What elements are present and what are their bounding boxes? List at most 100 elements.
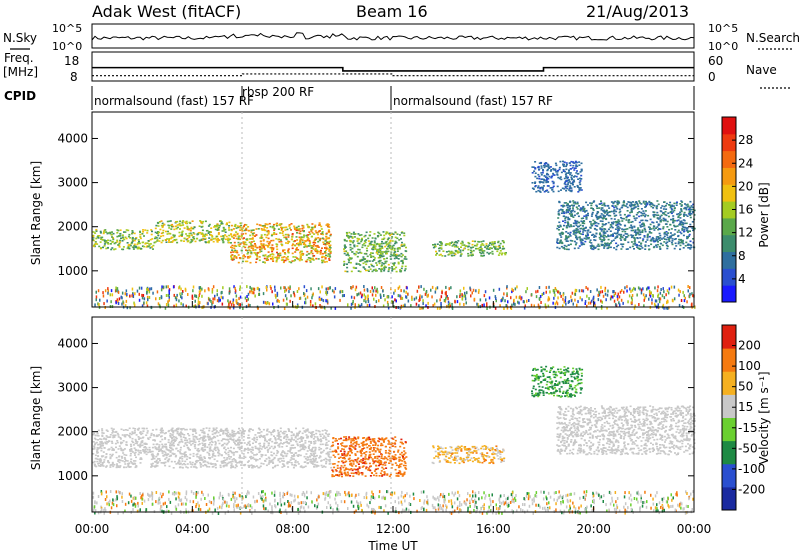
power-echo-cell [268,244,271,246]
velocity-echo-cell [231,458,234,461]
velocity-echo-cell [214,455,217,457]
power-echo-cell [275,238,278,240]
velocity-echo-cell [236,451,239,453]
velocity-echo-cell [264,437,266,439]
power-clutter-cell [366,297,369,301]
power-echo-cell [396,257,398,259]
power-echo-cell [565,240,568,242]
power-clutter-cell [418,299,420,302]
power-echo-cell [629,211,632,214]
power-clutter-cell [601,300,603,304]
power-clutter-cell [413,297,416,301]
power-echo-cell [605,243,608,245]
power-echo-cell [603,215,606,217]
power-echo-cell [623,224,626,227]
velocity-echo-cell [268,431,271,433]
power-echo-cell [291,260,294,262]
power-echo-cell [228,234,231,237]
power-clutter-cell [374,286,376,290]
power-clutter-cell [548,297,551,301]
power-echo-cell [630,208,633,211]
power-echo-cell [594,239,597,242]
power-echo-cell [641,231,644,233]
power-clutter-cell [526,299,528,303]
power-echo-cell [580,217,583,220]
power-echo-cell [171,225,173,228]
power-echo-cell [606,230,609,233]
velocity-echo-cell [286,440,288,443]
power-echo-cell [244,260,247,263]
power-echo-cell [121,234,124,236]
power-echo-cell [180,235,183,237]
power-echo-cell [263,261,266,263]
power-echo-cell [456,242,459,244]
power-echo-cell [631,226,633,228]
power-clutter-cell [589,290,592,293]
power-echo-cell [590,204,593,207]
velocity-echo-cell [111,432,114,434]
power-clutter-cell [303,285,306,289]
power-clutter-cell [526,287,528,291]
power-clutter-cell [499,304,501,308]
power-echo-cell [312,248,315,250]
power-clutter-cell [184,287,187,291]
power-echo-cell [613,218,616,220]
power-echo-cell [593,220,596,223]
power-clutter-cell [653,302,656,306]
velocity-echo-cell [217,431,220,434]
power-echo-cell [475,247,477,250]
power-echo-cell [563,224,565,227]
power-echo-cell [572,202,575,204]
power-echo-cell [591,245,594,247]
power-echo-cell [666,241,669,243]
power-clutter-cell [164,306,167,310]
power-clutter-cell [212,297,214,301]
power-echo-cell [346,270,349,273]
velocity-echo-cell [243,442,246,444]
power-echo-cell [684,245,687,247]
power-echo-cell [675,245,678,247]
power-echo-cell [240,228,243,231]
power-echo-cell [482,252,485,254]
power-echo-cell [582,231,585,233]
power-clutter-cell [646,287,648,291]
power-echo-cell [353,267,356,269]
velocity-echo-cell [94,443,96,446]
power-echo-cell [309,261,312,263]
velocity-echo-cell [289,459,292,461]
power-echo-cell [346,252,349,254]
power-clutter-cell [218,299,220,303]
power-clutter-cell [211,302,213,306]
power-echo-cell [141,233,144,235]
power-clutter-cell [600,285,602,289]
power-echo-cell [567,218,570,221]
power-echo-cell [261,247,264,249]
power-echoes [92,160,696,310]
power-echo-cell [660,214,663,217]
power-echo-cell [325,249,327,252]
power-clutter-cell [441,291,443,295]
velocity-echo-cell [215,427,218,429]
power-echo-cell [565,225,568,227]
velocity-echo-cell [133,447,136,449]
power-clutter-cell [167,293,170,297]
power-echo-cell [347,237,350,239]
power-echo-cell [679,213,682,216]
power-echo-cell [672,215,675,217]
power-echo-cell [131,238,134,241]
power-echo-cell [278,255,281,257]
power-clutter-cell [445,285,447,289]
velocity-echo-cell [320,451,322,454]
power-echo-cell [230,251,232,254]
power-clutter-cell [594,303,596,307]
velocity-echo-cell [255,465,258,467]
power-echo-cell [633,237,636,239]
freq-tick-top: 18 [64,54,79,68]
power-clutter-cell [125,299,128,303]
power-clutter-cell [440,304,442,308]
power-echo-cell [172,225,175,228]
power-clutter-cell [382,289,384,293]
power-echo-cell [493,241,496,243]
power-echo-cell [204,237,207,240]
power-echo-cell [238,225,241,228]
